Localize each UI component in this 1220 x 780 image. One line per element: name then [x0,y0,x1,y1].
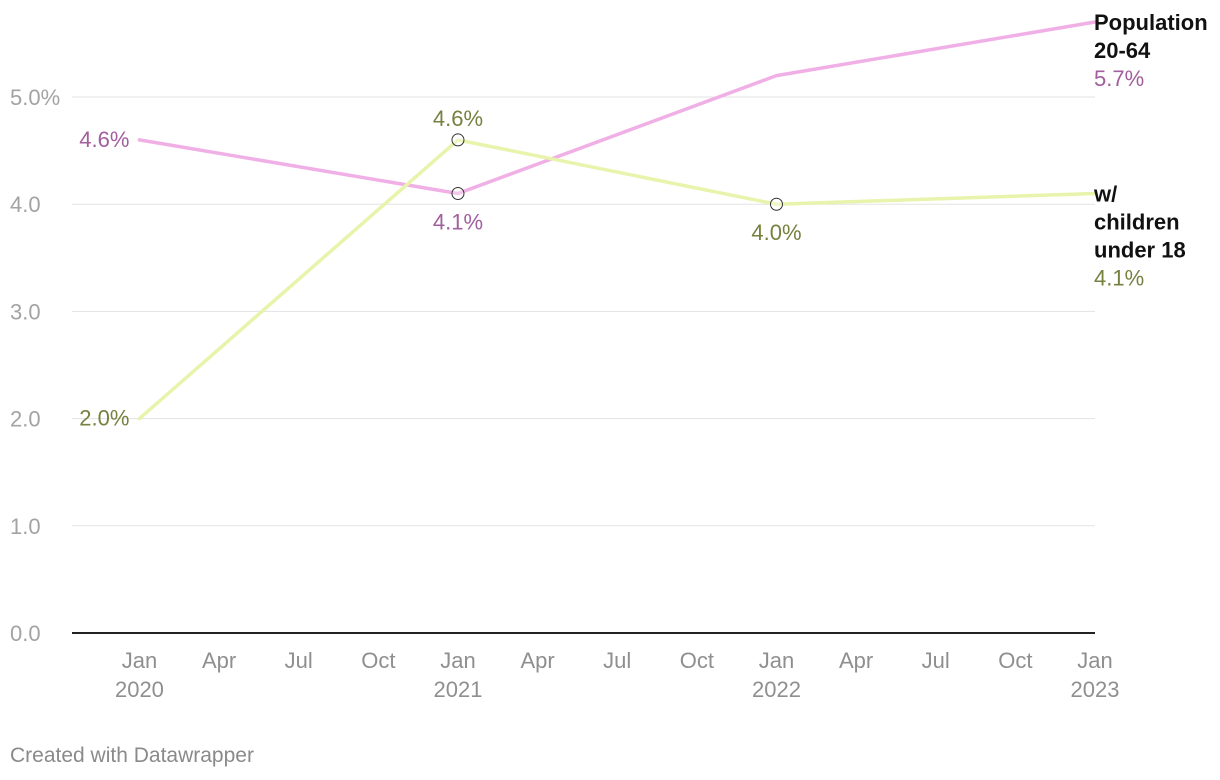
x-tick-label: Apr [520,648,554,673]
x-tick-label: Jan [759,648,794,673]
series-end-value-label: 5.7% [1094,66,1144,91]
x-tick-label: Oct [361,648,395,673]
data-labels: 4.6% 4.1% 2.0% 4.6% 4.0% [79,106,801,431]
x-tick-year-label: 2021 [433,677,482,702]
x-tick-label: Jan [440,648,475,673]
data-point-marker [769,197,783,211]
series-name-label: children [1094,210,1180,235]
series-line [137,138,1097,421]
gridlines [72,96,1095,634]
x-tick-label: Jan [1077,648,1112,673]
x-tick-label: Jul [603,648,631,673]
series-end-labels: Population 20-64 5.7% w/children under 18 4.1… [1093,10,1208,291]
x-tick-label: Apr [202,648,236,673]
series-name-label: under 18 [1094,238,1186,263]
y-tick-label: 0.0 [10,621,41,646]
series-name-label: Population [1094,10,1208,35]
data-point-marker [451,187,465,201]
x-tick-label: Jul [922,648,950,673]
x-axis-ticks: Jan 2020 Apr Jul Oct Jan 2021 Apr Jul Oct Jan 2022 A… [115,648,1120,702]
y-tick-label: 4.0 [10,192,41,217]
y-tick-label: 2.0 [10,407,41,432]
data-label: 4.0% [751,220,801,245]
series-name-label: 20-64 [1094,38,1151,63]
y-tick-label: 5.0% [10,85,60,110]
x-tick-label: Jul [285,648,313,673]
x-tick-label: Oct [680,648,714,673]
x-tick-label: Apr [839,648,873,673]
y-tick-label: 3.0 [10,299,41,324]
x-tick-label: Jan [122,648,157,673]
series-line [137,20,1097,196]
x-tick-label: Oct [998,648,1032,673]
series-markers [451,133,783,211]
y-tick-label: 1.0 [10,514,41,539]
x-tick-year-label: 2020 [115,677,164,702]
x-tick-year-label: 2023 [1071,677,1120,702]
series-name-label: w/ [1093,182,1117,207]
data-point-marker [451,133,465,147]
data-label: 4.6% [79,127,129,152]
x-tick-year-label: 2022 [752,677,801,702]
y-axis-ticks: 0.0 1.0 2.0 3.0 4.0 5.0% [10,85,60,646]
credit-text: Created with Datawrapper [10,744,254,767]
series-end-value-label: 4.1% [1094,266,1144,291]
data-label: 2.0% [79,406,129,431]
data-label: 4.1% [433,210,483,235]
data-label: 4.6% [433,106,483,131]
series-lines [137,20,1097,421]
